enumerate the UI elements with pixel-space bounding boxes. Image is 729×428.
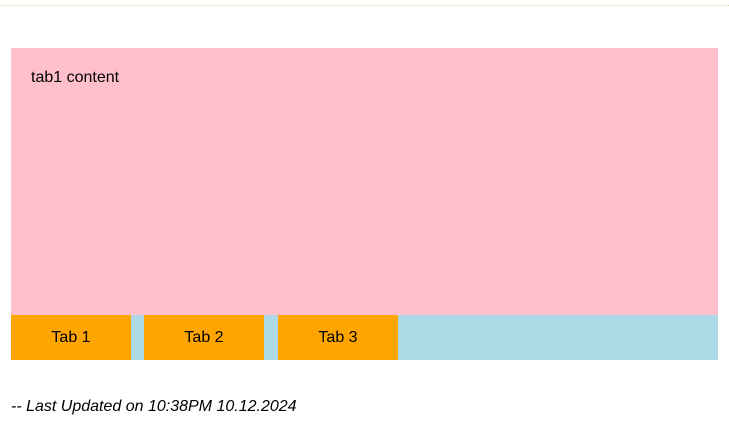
tab-2-button[interactable]: Tab 2 <box>144 315 264 360</box>
last-updated-note: -- Last Updated on 10:38PM 10.12.2024 <box>11 398 297 415</box>
tab-3-button[interactable]: Tab 3 <box>278 315 398 360</box>
tab-1-button[interactable]: Tab 1 <box>11 315 131 360</box>
tab-content-text: tab1 content <box>31 69 120 86</box>
tab-bar: Tab 1 Tab 2 Tab 3 <box>11 315 718 360</box>
top-dotted-divider <box>0 5 729 6</box>
tab-panel: tab1 content <box>11 48 718 315</box>
